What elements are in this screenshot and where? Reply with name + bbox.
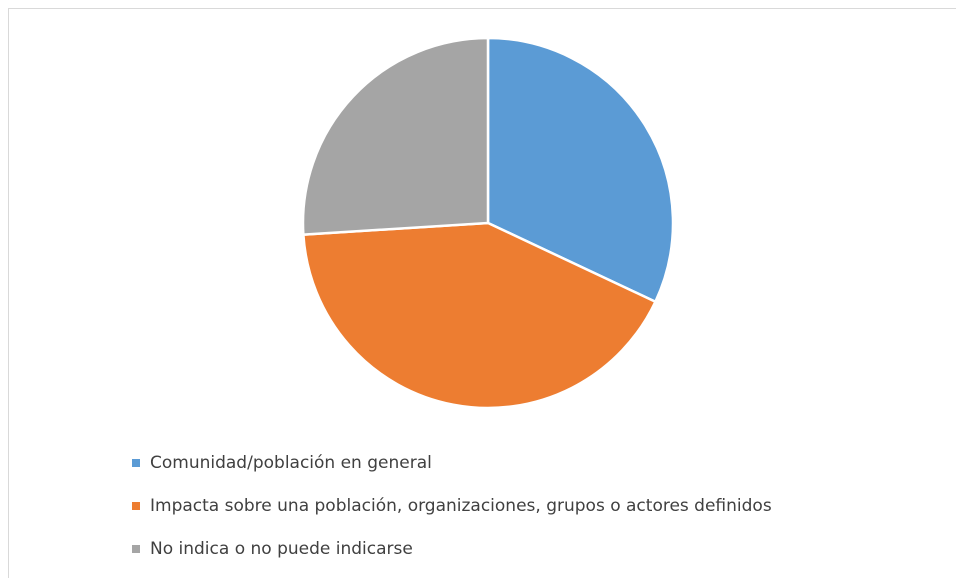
legend-swatch [132, 502, 140, 510]
legend-swatch [132, 459, 140, 467]
pie-slice [486, 36, 675, 304]
pie-slice [302, 221, 658, 410]
legend-label: Impacta sobre una población, organizacio… [150, 496, 772, 516]
legend-swatch [132, 545, 140, 553]
pie-slice [301, 36, 490, 236]
legend-label: Comunidad/población en general [150, 453, 432, 473]
legend-label: No indica o no puede indicarse [150, 539, 413, 559]
